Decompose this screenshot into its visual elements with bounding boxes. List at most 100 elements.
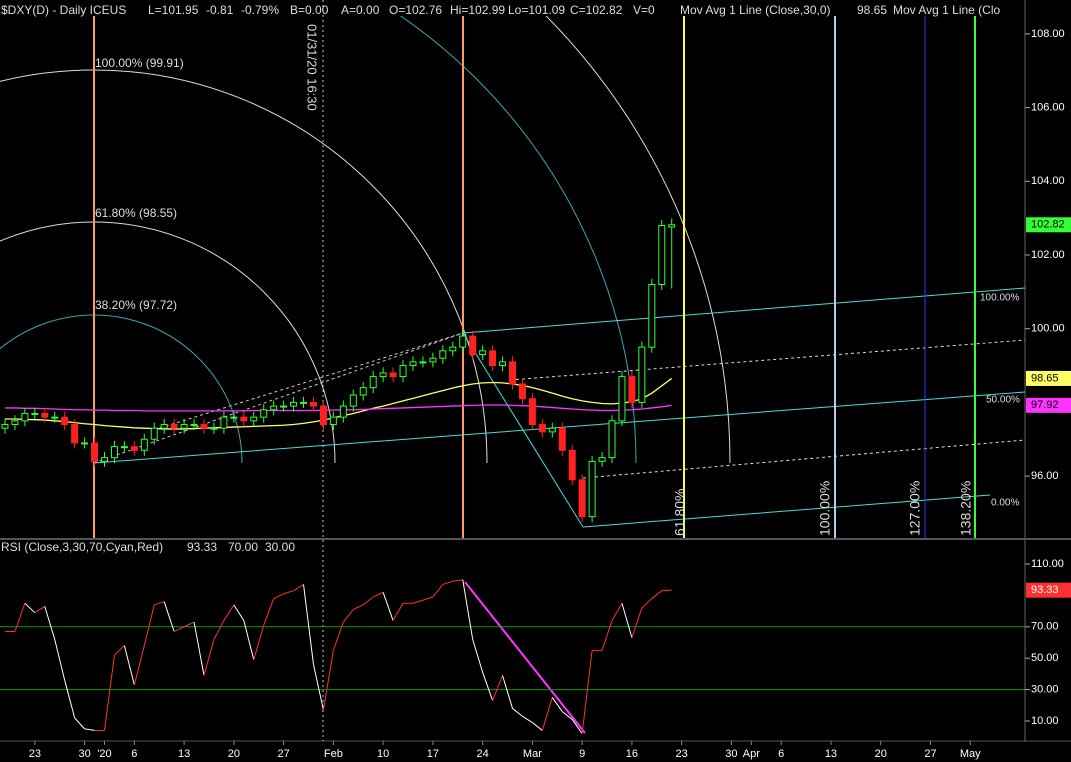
- candle-body: [190, 424, 198, 427]
- candle-body: [399, 365, 407, 378]
- change-pct: -0.79%: [241, 3, 279, 17]
- candle-body: [230, 416, 238, 419]
- x-tick-label: Mar: [523, 748, 542, 760]
- rsi-tag: 93.33: [1031, 584, 1059, 596]
- x-tick-label: 16: [626, 748, 638, 760]
- candle-body: [100, 457, 108, 462]
- candle-body: [389, 372, 397, 378]
- rsi-segment: [522, 715, 533, 723]
- rsi-segment: [123, 645, 135, 686]
- rsi-segment: [312, 664, 324, 711]
- y-tick-label: 110.00: [1031, 558, 1064, 570]
- rsi-segment: [54, 639, 66, 681]
- rsi-segment: [293, 583, 304, 592]
- ma-tag: 98.65: [1031, 372, 1059, 384]
- candle-body: [290, 401, 298, 407]
- rsi-segment: [273, 593, 284, 600]
- x-tick-label: 6: [778, 748, 784, 760]
- candle-body: [588, 460, 596, 518]
- rsi-segment: [253, 625, 265, 660]
- candle-body: [270, 405, 278, 411]
- x-tick-label: 23: [29, 748, 41, 760]
- dashed-line: [159, 332, 464, 429]
- candle-body: [309, 401, 317, 407]
- candle-body: [439, 350, 447, 359]
- candle-body: [538, 424, 546, 433]
- high: Hi=102.99: [450, 3, 505, 17]
- rsi-segment: [571, 719, 583, 734]
- x-tick-label: Apr: [743, 748, 760, 760]
- rsi-segment: [611, 603, 623, 621]
- y-tick-label: 50.00: [1031, 652, 1059, 664]
- candle-body: [648, 283, 656, 348]
- x-tick-label: 30: [78, 748, 90, 760]
- candle-body: [548, 427, 556, 433]
- channel-line: [582, 494, 991, 528]
- channel-label: 0.00%: [991, 498, 1019, 509]
- channel-line: [93, 391, 1025, 464]
- y-tick-label: 96.00: [1031, 470, 1059, 482]
- channel-line: [462, 332, 584, 528]
- y-tick-label: 106.00: [1031, 102, 1065, 114]
- candle-body: [598, 457, 606, 462]
- rsi-segment: [482, 672, 494, 701]
- channel-label: 100.00%: [980, 293, 1020, 304]
- rsi-segment: [581, 650, 593, 734]
- x-tick-label: 23: [676, 748, 688, 760]
- x-tick-label: 9: [579, 748, 585, 760]
- candle-body: [658, 225, 666, 285]
- x-tick-label: 20: [228, 748, 240, 760]
- rsi-segment: [492, 675, 504, 701]
- candle-body: [608, 420, 616, 459]
- rsi-segment: [561, 711, 573, 720]
- candle-body: [528, 398, 536, 426]
- candle-body: [150, 427, 158, 440]
- candle-body: [668, 224, 676, 228]
- x-tick-label: Feb: [324, 748, 343, 760]
- rsi-segment: [14, 603, 26, 632]
- dashed-line: [93, 332, 464, 464]
- y-tick-label: 30.00: [1031, 684, 1059, 696]
- y-tick-label: 102.00: [1031, 249, 1065, 261]
- candle-body: [250, 416, 258, 422]
- x-tick-label: 17: [427, 748, 439, 760]
- rsi-segment: [432, 584, 444, 598]
- rsi-segment: [512, 708, 523, 717]
- rsi-segment: [332, 621, 344, 651]
- candle-body: [260, 409, 268, 418]
- rsi-segment: [422, 596, 434, 601]
- rsi-segment: [303, 584, 314, 665]
- x-tick-label: 6: [131, 748, 137, 760]
- arc-label: 61.80% (98.55): [95, 206, 177, 220]
- rsi-segment: [541, 697, 553, 731]
- symbol: $DXY(D) - Daily ICEUS: [1, 3, 126, 17]
- rsi-segment: [223, 604, 235, 621]
- x-tick-label: 13: [178, 748, 190, 760]
- candle-body: [409, 361, 417, 367]
- rsi-segment: [372, 591, 384, 598]
- candle-body: [459, 335, 467, 348]
- candle-body: [71, 424, 79, 444]
- y-tick-label: 108.00: [1031, 28, 1065, 40]
- candle-body: [499, 361, 507, 367]
- rsi-segment: [163, 601, 175, 632]
- rsi-segment: [442, 580, 453, 585]
- fib-arc: [399, 16, 637, 464]
- rsi-level: 70.00: [228, 540, 258, 554]
- last: L=101.95: [148, 3, 199, 17]
- y-tick-label: 10.00: [1031, 715, 1059, 727]
- candle-body: [558, 427, 566, 451]
- x-tick-label: 10: [377, 748, 389, 760]
- rsi-segment: [641, 598, 653, 609]
- candle-body: [220, 416, 228, 429]
- rsi-segment: [64, 680, 76, 718]
- rsi-segment: [532, 722, 543, 731]
- y-tick-label: 100.00: [1031, 323, 1065, 335]
- rsi-segment: [154, 601, 165, 606]
- candle-body: [110, 446, 118, 459]
- rsi-segment: [283, 590, 294, 595]
- study-name: Mov Avg 1 Line (Close,30,0): [680, 3, 831, 17]
- rsi-segment: [114, 645, 125, 656]
- candle-body: [81, 442, 89, 445]
